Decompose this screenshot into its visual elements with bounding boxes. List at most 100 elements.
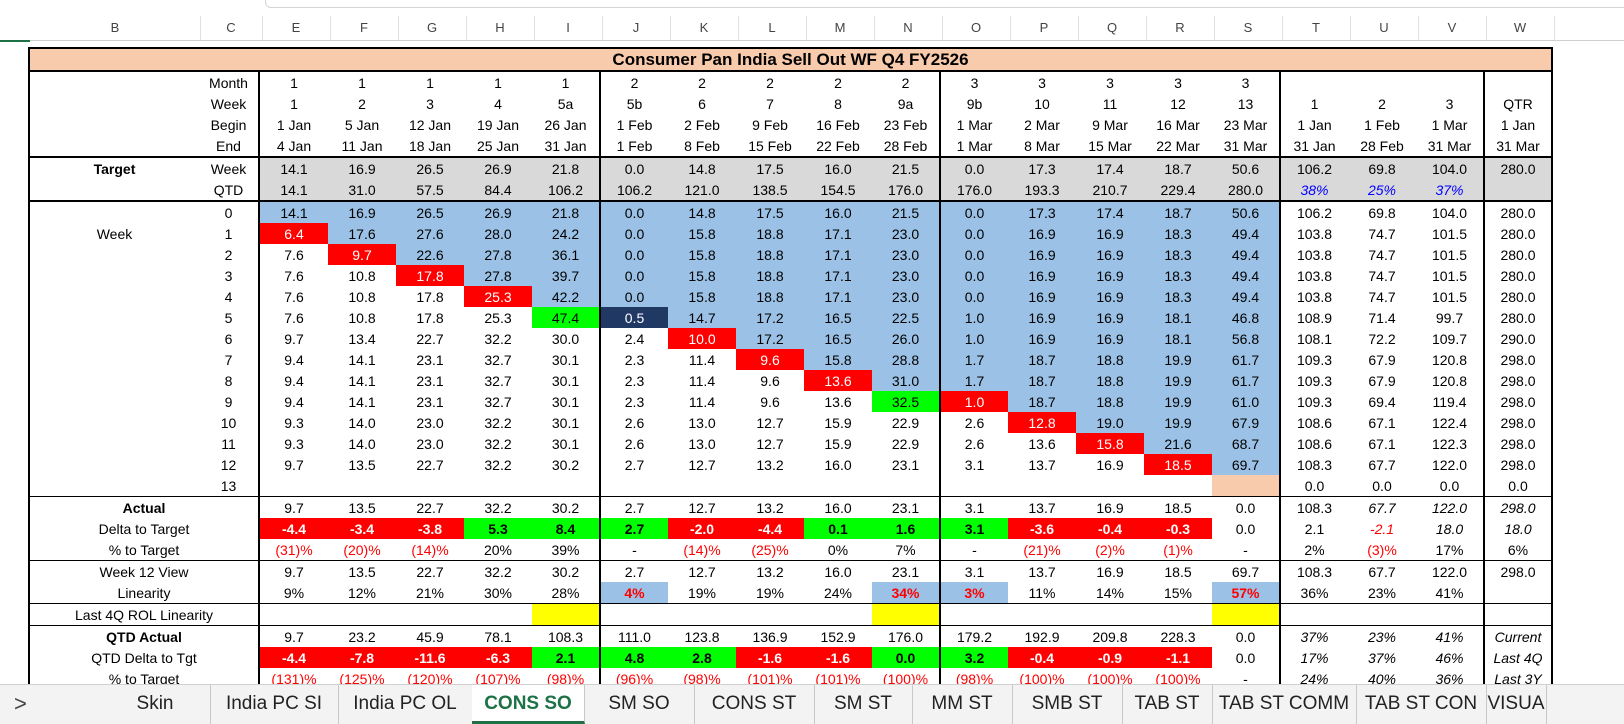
week-value-cell[interactable]: 16.9 <box>1076 244 1144 265</box>
qtd-pct-row-cell[interactable]: (125)% <box>339 670 385 685</box>
week-value-cell[interactable]: 15.9 <box>824 435 852 452</box>
column-header-c[interactable]: C <box>200 16 263 40</box>
week-value-cell[interactable]: 9.6 <box>760 393 780 410</box>
header-cell[interactable]: 2 <box>766 74 774 91</box>
blank-cell[interactable] <box>28 93 199 114</box>
week-value-cell[interactable]: 9.3 <box>258 433 328 454</box>
header-cell[interactable]: 1 Jan <box>1279 114 1348 135</box>
linearity-row-cell[interactable] <box>1483 582 1553 604</box>
linearity-row-cell[interactable]: 57% <box>1212 582 1280 604</box>
week-value-cell[interactable]: 18.7 <box>1008 370 1076 391</box>
week-value-cell[interactable]: 13.5 <box>348 456 376 473</box>
header-cell[interactable]: 1 Mar <box>939 114 1008 135</box>
header-cell[interactable]: 6 <box>698 95 706 112</box>
last4q-cell[interactable] <box>872 603 940 626</box>
week-value-cell[interactable] <box>872 475 940 497</box>
target-qtd-cell[interactable]: 38% <box>1279 179 1348 202</box>
week-value-cell[interactable]: 1.0 <box>939 328 1008 349</box>
week-value-cell[interactable]: 23.0 <box>416 435 444 452</box>
last4q-cell[interactable] <box>396 603 464 626</box>
qtd-pct-row-cell[interactable]: (100)% <box>1155 670 1201 685</box>
week-value-cell[interactable]: 18.8 <box>736 265 804 286</box>
week-number[interactable]: 10 <box>220 414 237 431</box>
target-qtd-cell[interactable]: 229.4 <box>1144 179 1212 202</box>
last4q-cell[interactable] <box>599 603 668 626</box>
week-value-cell[interactable]: 12.8 <box>1008 412 1076 433</box>
week12-row-cell[interactable]: 22.7 <box>396 560 464 582</box>
qtd-delta-row-cell[interactable]: 0.0 <box>872 647 940 668</box>
header-cell[interactable] <box>1279 71 1348 93</box>
actual-row-cell[interactable]: 23.1 <box>872 496 940 518</box>
week-value-cell[interactable]: 31.0 <box>872 370 940 391</box>
header-cell[interactable]: 15 Feb <box>748 137 792 154</box>
week-value-cell[interactable]: 122.3 <box>1431 435 1468 452</box>
week-number[interactable]: 3 <box>224 267 233 284</box>
column-header-h[interactable]: H <box>466 16 535 40</box>
pct-target-row-cell[interactable]: 6% <box>1483 539 1553 561</box>
linearity-row-cell[interactable]: 19% <box>736 582 804 604</box>
week-block-label[interactable] <box>28 475 199 497</box>
week-value-cell[interactable]: 0.0 <box>939 223 1008 244</box>
header-cell[interactable]: 2 Feb <box>684 116 720 133</box>
week-value-cell[interactable]: 2.4 <box>599 328 668 349</box>
delta-row-cell[interactable]: 2.7 <box>599 518 668 539</box>
week12-row-cell[interactable]: 13.7 <box>1008 560 1076 582</box>
week-value-cell[interactable]: 22.6 <box>396 244 464 265</box>
week-value-cell[interactable]: 69.8 <box>1368 204 1396 221</box>
week-value-cell[interactable]: 24.2 <box>532 223 600 244</box>
week-value-cell[interactable]: 15.8 <box>668 286 736 307</box>
qtd-pct-row-cell[interactable]: 24% <box>1279 668 1348 684</box>
column-header-e[interactable]: E <box>262 16 331 40</box>
actual-row-cell[interactable]: 0.0 <box>1212 496 1280 518</box>
week-value-cell[interactable]: 49.4 <box>1212 244 1280 265</box>
week-value-cell[interactable] <box>258 475 328 497</box>
actual-row-cell[interactable]: 108.3 <box>1279 496 1348 518</box>
target-qtd-cell[interactable]: 210.7 <box>1076 179 1144 202</box>
week-block-label[interactable] <box>28 265 199 286</box>
header-cell[interactable]: 8 <box>834 95 842 112</box>
qtd-actual-row-cell[interactable]: 108.3 <box>547 628 584 645</box>
week-value-cell[interactable]: 7.6 <box>258 286 328 307</box>
week-value-cell[interactable]: 0.0 <box>939 286 1008 307</box>
week-block-label[interactable] <box>28 286 199 307</box>
week-value-cell[interactable]: 22.5 <box>872 307 940 328</box>
week-value-cell[interactable]: 12.7 <box>756 414 784 431</box>
week-value-cell[interactable]: 67.7 <box>1368 456 1396 473</box>
week-value-cell[interactable]: 9.7 <box>258 454 328 475</box>
target-week-cell[interactable]: 14.1 <box>258 156 328 179</box>
week-value-cell[interactable]: 103.8 <box>1279 223 1348 244</box>
qtd-actual-row-cell[interactable]: 192.9 <box>1024 628 1060 645</box>
week-value-cell[interactable] <box>939 475 1008 497</box>
actual-row-cell[interactable]: 16.0 <box>804 496 872 518</box>
week-value-cell[interactable]: 99.7 <box>1435 309 1464 326</box>
target-week-cell[interactable]: 280.0 <box>1483 156 1553 179</box>
qtd-delta-row-cell[interactable]: -6.3 <box>464 647 532 668</box>
delta-row-cell[interactable]: -2.0 <box>668 518 736 539</box>
week-value-cell[interactable]: 16.9 <box>1096 456 1124 473</box>
week-value-cell[interactable]: 11.4 <box>688 351 716 368</box>
qtd-actual-row-cell[interactable]: 123.8 <box>684 628 720 645</box>
qtd-delta-row-cell[interactable]: -1.6 <box>804 647 872 668</box>
header-cell[interactable]: 13 <box>1237 95 1254 112</box>
week-value-cell[interactable]: 290.0 <box>1483 328 1553 349</box>
actual-row-cell[interactable]: 3.1 <box>939 496 1008 518</box>
linearity-row-cell[interactable]: 36% <box>1279 582 1348 604</box>
week-value-cell[interactable]: 14.1 <box>348 372 376 389</box>
week-value-cell[interactable]: 298.0 <box>1483 391 1553 412</box>
linearity-row-cell[interactable]: 24% <box>804 582 872 604</box>
week12-row-cell[interactable]: 69.7 <box>1212 560 1280 582</box>
column-header-r[interactable]: R <box>1146 16 1215 40</box>
linearity-row-cell[interactable]: 23% <box>1348 582 1416 604</box>
week-value-cell[interactable]: 49.4 <box>1212 223 1280 244</box>
week-block-label[interactable] <box>28 433 199 454</box>
week-value-cell[interactable]: 122.0 <box>1431 456 1468 473</box>
week-value-cell[interactable]: 71.4 <box>1368 309 1396 326</box>
week12-row-cell[interactable]: 13.2 <box>736 560 804 582</box>
header-cell[interactable]: 1 <box>561 74 570 91</box>
week-value-cell[interactable]: 47.4 <box>532 307 600 328</box>
linearity-row-cell[interactable]: 4% <box>599 582 668 604</box>
week-value-cell[interactable] <box>1212 475 1280 497</box>
week-value-cell[interactable]: 119.4 <box>1432 393 1467 410</box>
week-value-cell[interactable]: 32.2 <box>484 456 512 473</box>
sheet-tab-cons-st[interactable]: CONS ST <box>694 685 815 724</box>
